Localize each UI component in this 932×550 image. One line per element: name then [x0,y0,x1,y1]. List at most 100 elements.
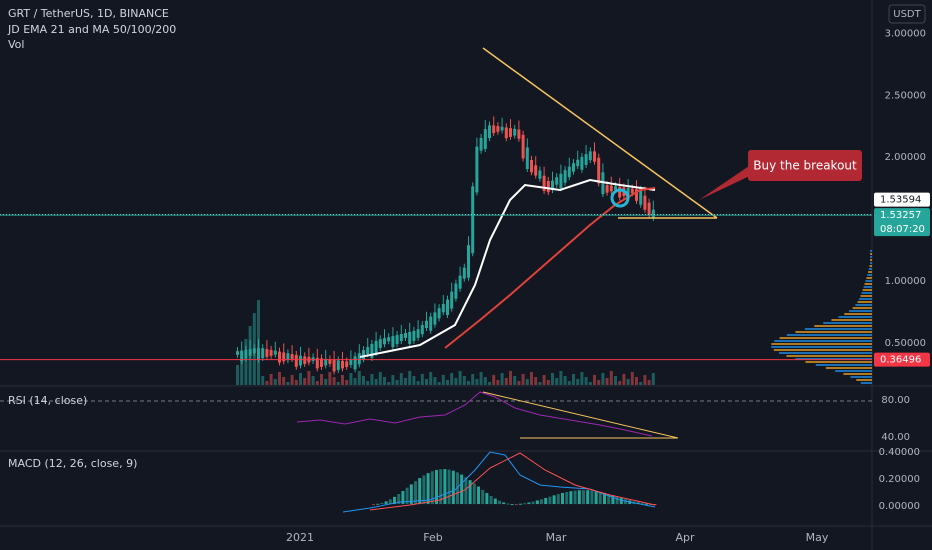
macd-bar [548,496,552,505]
macd-bar [569,491,573,505]
volume-profile [855,304,872,306]
macd-bar [439,469,443,505]
candle-body [412,330,416,341]
volume-bar [534,377,538,385]
macd-bar [577,490,581,505]
candle-body [483,129,487,149]
macd-bar [447,469,451,505]
candle-body [450,291,454,309]
time-label: 2021 [286,531,314,544]
macd-tick-label: 0.00000 [879,501,920,512]
currency-button[interactable] [888,4,926,24]
candle-body [458,275,462,289]
macd-tick-label: 0.40000 [879,447,920,458]
candle-body [391,336,395,348]
volume-profile [857,301,872,303]
candle-body [273,350,277,355]
volume-bar [269,374,273,385]
candle-body [584,154,588,165]
volume-bar [630,372,634,385]
volume-bar [488,382,491,385]
volume-profile [870,259,872,261]
volume-bar [332,377,336,385]
volume-bar [580,372,584,385]
volume-profile [864,283,872,285]
callout-box [748,150,862,181]
candle-body [643,195,647,210]
ma-line [444,187,656,349]
candle-body [500,126,504,131]
volume-bar [378,372,382,385]
price-tick-label: 0.50000 [885,338,926,349]
volume-bar [513,376,517,385]
macd-bar [565,491,569,505]
candle-body [647,202,651,215]
candle-body [328,359,332,364]
volume-bar [559,371,563,385]
candle-body [605,185,609,193]
candle-body [618,186,622,198]
volume-bar [425,379,428,385]
macd-bar [418,478,422,505]
candle-body [521,134,525,159]
volume-bar [311,376,315,385]
volume-bar [622,374,626,385]
volume-bar [441,375,445,385]
candle-body [236,351,239,355]
candle-body [572,163,575,172]
volume-profile [862,289,872,291]
price-label: 1.53594 [880,195,921,206]
volume-bar [345,380,349,385]
volume-bar [546,380,550,385]
volume-bar [437,382,441,385]
volume-profile [848,310,872,312]
candle-body [538,170,542,179]
price-tick-label: 3.00000 [885,28,926,39]
volume-bar [240,352,244,385]
price-label-box [874,352,930,367]
volume-bar [651,373,655,385]
macd-bar [443,469,447,505]
candle-body [429,316,433,331]
macd-title: MACD (12, 26, close, 9) [8,457,137,470]
macd-bar [397,494,401,505]
volume-bar [278,372,281,385]
volume-profile [865,280,872,282]
volume-bar [370,374,374,385]
price-label: 0.36496 [880,355,921,366]
candle-body [534,165,538,176]
candle-body [626,188,630,195]
macd-bar [426,473,430,505]
signal-line [369,452,656,511]
candle-body [551,180,554,191]
candle-body [546,181,550,193]
candle-body [399,334,403,342]
candle-body [286,353,290,361]
macd-bar [598,491,602,505]
macd-bar [514,504,518,506]
macd-bar [472,483,476,505]
candle-body [299,355,302,366]
volume-bar [357,371,361,385]
currency[interactable]: USDT [893,9,921,20]
candle-body [324,358,328,366]
macd-tick-label: 0.20000 [879,474,920,485]
candle-body [467,245,470,278]
volume-bar [471,374,475,385]
macd-line [342,451,656,513]
macd-bar [481,489,485,505]
time-label: Mar [546,531,567,544]
volume-bar [412,376,416,385]
volume-profile [815,364,872,366]
candle-body [513,128,517,136]
macd-bar [611,495,615,505]
volume-bar [530,372,533,385]
price-drawings [236,116,872,385]
volume-bar [290,375,294,385]
volume-profile [804,328,872,330]
candle-body [530,160,533,173]
macd-bar [401,490,405,505]
macd-bar [498,500,501,505]
volume-bar [593,375,596,385]
